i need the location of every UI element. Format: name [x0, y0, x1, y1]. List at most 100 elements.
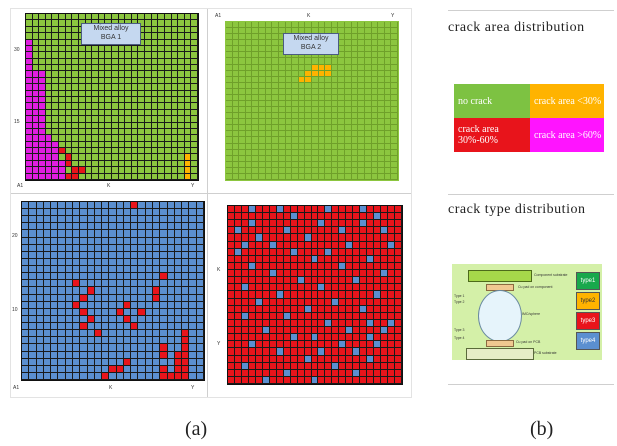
grid-cell [167, 344, 175, 352]
grid-cell [228, 227, 235, 235]
grid-cell [391, 137, 398, 144]
grid-cell [102, 258, 110, 267]
grid-cell [51, 266, 59, 274]
grid-cell [45, 26, 53, 34]
grid-cell [381, 348, 389, 356]
grid-cell [171, 135, 179, 142]
grid-cell [85, 160, 93, 168]
grid-cell [374, 220, 382, 228]
grid-cell [80, 266, 88, 274]
grid-cell [367, 348, 375, 356]
grid-cell [297, 227, 305, 235]
grid-cell [138, 58, 146, 66]
grid-cell [26, 52, 33, 59]
grid-cell [138, 237, 146, 245]
grid-cell [171, 20, 179, 27]
grid-cell [51, 358, 59, 366]
grid-cell [138, 294, 146, 302]
grid-cell [297, 319, 305, 328]
grid-cell [364, 52, 372, 59]
grid-cell [58, 251, 66, 259]
grid-cell [255, 312, 263, 320]
grid-cell [252, 40, 260, 47]
grid-cell [52, 14, 60, 21]
grid-cell [178, 14, 185, 21]
grid-cell [318, 88, 326, 95]
grid-cell [358, 167, 365, 174]
grid-cell [232, 173, 240, 180]
grid-cell [59, 33, 66, 40]
grid-cell [262, 213, 270, 221]
grid-cell [109, 344, 117, 352]
grid-cell [364, 131, 372, 138]
grid-cell [255, 291, 263, 299]
grid-cell [111, 122, 119, 129]
grid-cell [272, 46, 279, 53]
grid-cell [189, 351, 197, 359]
grid-cell [384, 76, 392, 83]
grid-cell [102, 294, 110, 302]
grid-cell [131, 154, 139, 161]
grid-cell [262, 234, 270, 242]
grid-cell [111, 77, 119, 85]
grid-cell [332, 277, 340, 285]
grid-cell [278, 52, 286, 59]
grid-cell [290, 355, 298, 363]
grid-cell [358, 131, 365, 138]
grid-cell [92, 160, 99, 168]
grid-cell [228, 348, 235, 356]
grid-cell [178, 128, 185, 136]
grid-cell [171, 128, 179, 136]
grid-cell [85, 77, 93, 85]
cu-pad-pcb [486, 340, 514, 347]
grid-cell [85, 84, 93, 91]
grid-cell [374, 334, 382, 342]
grid-cell [351, 64, 359, 71]
grid-cell [272, 173, 279, 180]
grid-cell [145, 294, 154, 302]
grid-cell [65, 237, 73, 245]
grid-cell [29, 230, 37, 238]
grid-cell [118, 45, 126, 53]
grid-cell [262, 291, 270, 299]
grid-cell [138, 230, 146, 238]
grid-cell [178, 103, 185, 110]
grid-cell [52, 52, 60, 59]
grid-cell [85, 45, 93, 53]
grid-cell [297, 341, 305, 349]
grid-cell [351, 22, 359, 29]
grid-cell [39, 45, 46, 53]
grid-cell [52, 84, 60, 91]
grid-cell [248, 284, 256, 292]
grid-cell [248, 220, 256, 228]
grid-cell [102, 330, 110, 338]
grid-cell [378, 64, 385, 71]
grid-cell [138, 90, 146, 97]
grid-cell [290, 305, 298, 313]
grid-cell [252, 131, 260, 138]
grid-cell [239, 113, 246, 120]
grid-cell [109, 266, 117, 274]
grid-cell [292, 64, 299, 71]
grid-cell [364, 70, 372, 77]
grid-cell [98, 90, 106, 97]
grid-cell [167, 223, 175, 231]
grid-cell [111, 116, 119, 123]
grid-cell [283, 341, 291, 349]
grid-cell [255, 234, 263, 242]
grid-cell [87, 315, 95, 324]
grid-cell [158, 173, 165, 180]
grid-cell [78, 71, 86, 78]
grid-cell [29, 273, 37, 281]
grid-cell [80, 280, 88, 288]
grid-cell [123, 230, 132, 238]
bottom-left-axis-bottom-1: K [109, 385, 113, 391]
grid-cell [232, 137, 240, 144]
grid-cell [331, 94, 339, 101]
grid-cell [367, 262, 375, 271]
grid-cell [85, 90, 93, 97]
grid-cell [269, 241, 277, 249]
grid-cell [311, 143, 319, 150]
grid-cell [345, 22, 352, 29]
grid-cell [325, 119, 332, 126]
